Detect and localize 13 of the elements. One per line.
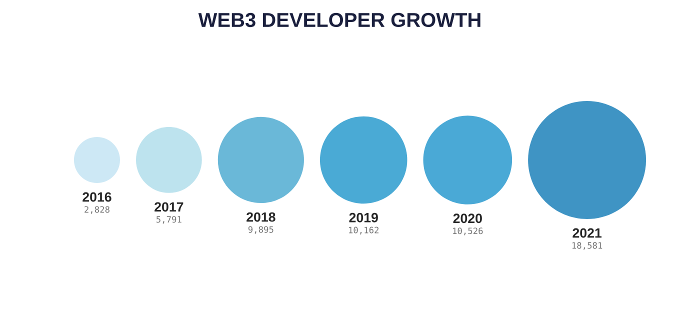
- category-label: 2018: [246, 212, 276, 222]
- data-label: 10,526: [453, 228, 483, 236]
- data-label: 9,895: [248, 226, 274, 234]
- data-label: 2,828: [84, 206, 110, 214]
- text: WEB3 DEVELOPER GROWTH: [198, 12, 480, 28]
- category-label: 2016: [82, 192, 112, 202]
- category-label: 2020: [453, 214, 482, 224]
- category-label: 2017: [154, 202, 184, 212]
- category-label: 2019: [349, 212, 378, 222]
- data-label: 5,791: [156, 216, 182, 224]
- data-label: 10,162: [349, 226, 379, 234]
- data-label: 18,581: [572, 242, 602, 250]
- category-label: 2021: [572, 228, 602, 238]
